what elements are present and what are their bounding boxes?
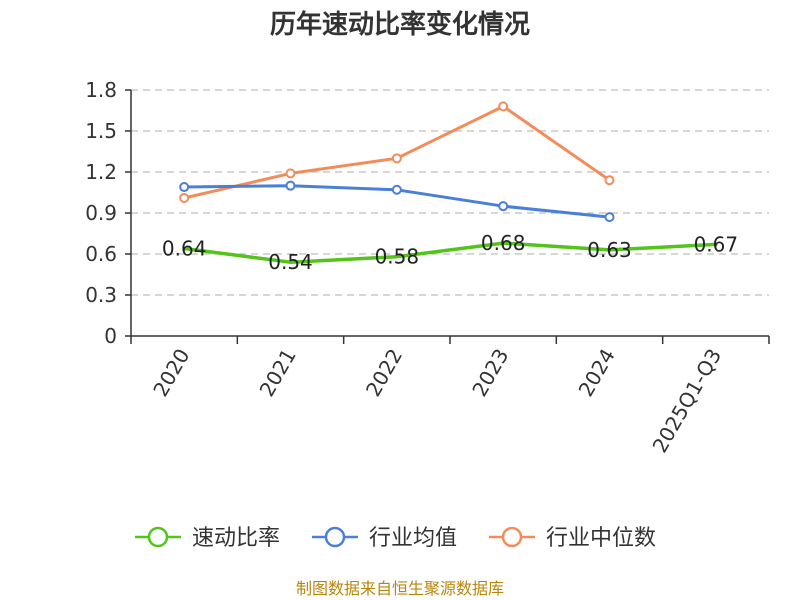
x-tick-label: 2020 [148,345,194,401]
data-point [391,184,402,195]
y-tick-label: 1.5 [85,119,117,143]
grid [131,89,769,296]
data-label: 0.58 [375,245,420,269]
data-label: 0.67 [694,232,739,256]
y-tick-label: 0.6 [85,242,117,266]
data-point [604,212,615,223]
data-point [179,182,190,193]
y-tick-label: 0 [104,324,117,348]
legend-label-2: 行业均值 [369,526,457,551]
data-point [604,175,615,186]
y-tick-label: 0.3 [85,283,117,307]
chart-title: 历年速动比率变化情况 [270,9,530,40]
legend-label-1: 速动比率 [192,526,280,551]
legend-marker-3 [501,526,523,548]
x-tick-label: 2025Q1-Q3 [647,345,726,457]
data-labels: 0.64 0.54 0.58 0.68 0.63 0.67 [162,231,738,274]
data-point [179,192,190,203]
x-tick-label: 2022 [361,345,407,401]
series-line-3 [182,104,611,200]
x-tick-label: 2024 [574,345,620,401]
x-tick-label: 2021 [255,345,301,401]
legend-label-3: 行业中位数 [546,526,656,551]
y-tick-label: 1.8 [85,78,117,102]
data-label: 0.63 [587,238,632,262]
data-point [285,168,296,179]
y-tick-label: 1.2 [85,160,117,184]
data-label: 0.64 [162,237,207,261]
data-point [498,201,509,212]
legend-marker-1 [147,526,169,548]
x-tick-label: 2023 [467,344,513,400]
data-label: 0.54 [268,250,313,274]
legend: 速动比率 行业均值 行业中位数 [135,526,656,551]
axes: 0 0.3 0.6 0.9 1.2 1.5 1.8 2020 2021 2022 2023 2024 2… [85,78,770,457]
data-label: 0.68 [481,231,526,255]
data-point [498,101,509,112]
legend-marker-2 [324,526,346,548]
source-note: 制图数据来自恒生聚源数据库 [296,579,504,598]
data-point [391,153,402,164]
data-point [285,180,296,191]
series-line-1 [182,241,718,264]
series-area [179,101,718,264]
y-tick-label: 0.9 [85,201,117,225]
